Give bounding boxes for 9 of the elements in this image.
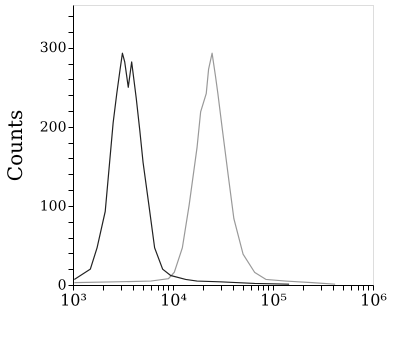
y-axis-title: Counts — [2, 110, 27, 182]
y-tick-label: 200 — [40, 119, 66, 136]
y-tick-label: 300 — [40, 40, 66, 56]
x-tick-label: 10⁵ — [260, 290, 287, 310]
y-tick-label: 100 — [40, 198, 66, 214]
x-tick-label: 10⁴ — [160, 290, 187, 310]
x-tick-label: 10⁶ — [360, 290, 387, 310]
x-tick-label: 10³ — [60, 290, 87, 310]
y-tick-label: 0 — [58, 278, 66, 294]
